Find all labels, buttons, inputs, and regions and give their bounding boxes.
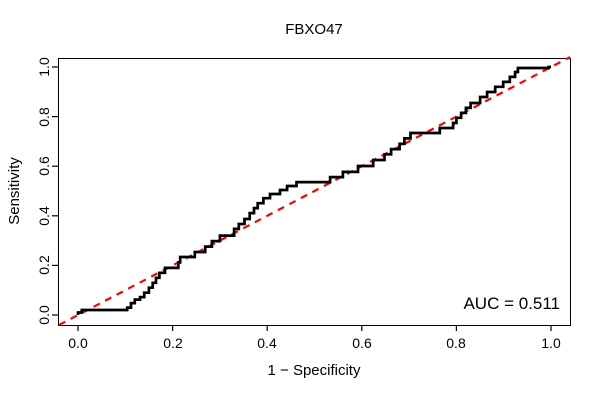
x-axis-title: 1 − Specificity xyxy=(267,362,361,379)
chart-title: FBXO47 xyxy=(285,21,343,38)
x-tick-label-5: 1.0 xyxy=(541,335,561,351)
auc-value-label: AUC = 0.511 xyxy=(463,294,560,313)
y-tick-label-1: 0.2 xyxy=(36,255,52,275)
x-tick-label-1: 0.2 xyxy=(163,335,183,351)
y-tick-label-4: 0.8 xyxy=(36,107,52,127)
plot-border xyxy=(58,58,571,326)
roc-curve-path xyxy=(76,65,551,315)
y-tick-label-0: 0.0 xyxy=(36,305,52,325)
y-axis-title: Sensitivity xyxy=(6,157,23,225)
x-tick-label-0: 0.0 xyxy=(68,335,88,351)
x-tick-label-2: 0.4 xyxy=(257,335,277,351)
y-tick-label-5: 1.0 xyxy=(36,57,52,77)
y-tick-label-2: 0.4 xyxy=(36,206,52,226)
x-tick-label-4: 0.8 xyxy=(446,335,466,351)
x-tick-label-3: 0.6 xyxy=(352,335,372,351)
y-tick-label-3: 0.6 xyxy=(36,156,52,176)
reference-diagonal-line xyxy=(58,56,571,326)
